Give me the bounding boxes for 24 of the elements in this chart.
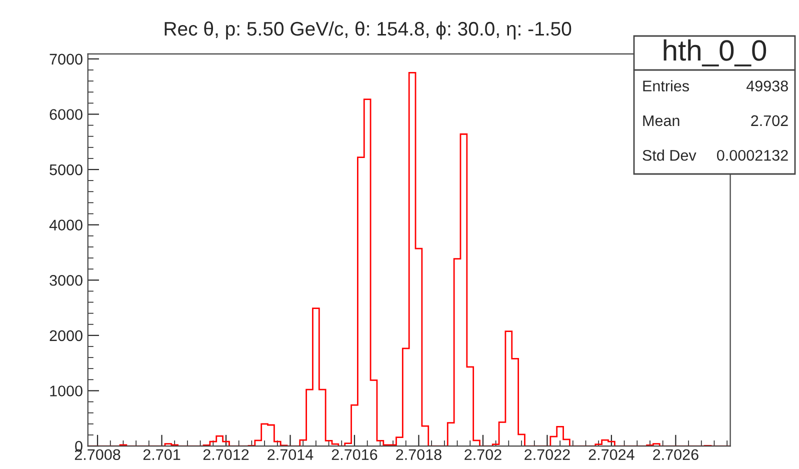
y-tick-label: 4000 xyxy=(49,220,82,230)
annotation: Entries xyxy=(643,80,689,92)
y-tick-label: 5000 xyxy=(50,164,82,176)
y-tick-label: 7000 xyxy=(50,54,82,65)
y-tick-label: 1000 xyxy=(50,386,82,396)
x-tick-label: 2.7018 xyxy=(396,449,442,460)
x-tick-label: 2.7016 xyxy=(332,449,378,460)
x-tick-label: 2.7012 xyxy=(203,449,249,460)
annotation: hth_0_0 xyxy=(664,39,766,66)
x-tick-label: 2.701 xyxy=(143,449,180,460)
x-tick-label: 2.7024 xyxy=(588,449,634,460)
x-tick-label: 2.7022 xyxy=(524,449,570,460)
annotation: 0.0002132 xyxy=(716,150,788,161)
x-tick-label: 2.7026 xyxy=(653,449,698,460)
text: 2.702 xyxy=(751,115,788,126)
annotation: Std Dev xyxy=(642,150,696,161)
y-tick-label: 2000 xyxy=(50,330,82,342)
x-tick-label: 2.702 xyxy=(464,449,502,460)
y-tick-label: 3000 xyxy=(50,274,82,286)
text: 49938 xyxy=(746,80,788,92)
annotation: Mean xyxy=(643,115,680,126)
y-tick-label: 6000 xyxy=(50,109,82,120)
x-tick-label: 2.7014 xyxy=(268,449,314,460)
chart-title: Rec θ, p: 5.50 GeV/c, θ: 154.8, ϕ: 30.0, η: -1.50 xyxy=(164,21,572,40)
